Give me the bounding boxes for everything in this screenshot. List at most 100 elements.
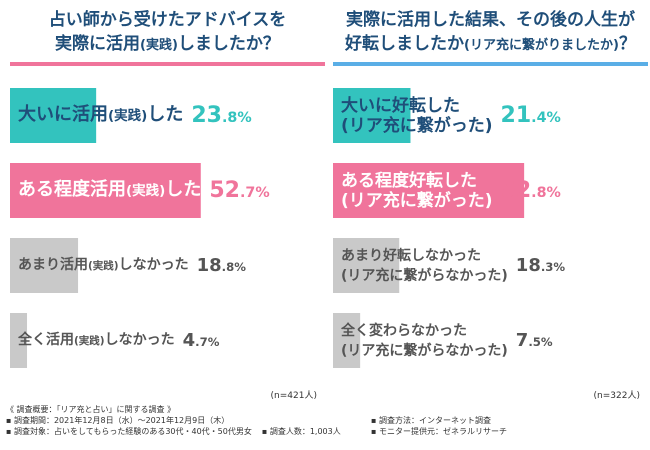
category-label: 大いに好転した (リア充に繋がった) (341, 96, 493, 136)
value-label-dec: .8% (531, 185, 561, 201)
value-label-int: 52 (500, 178, 532, 203)
category-label: あまり活用(実践)しなかった (18, 255, 189, 276)
category-label-line: 全く変わらなかった (341, 322, 467, 339)
title-part: 実際に活用 (55, 34, 141, 54)
category-label-part: (実践) (126, 183, 166, 199)
chart-title-left: 占い師から受けたアドバイスを 実際に活用(実践)しましたか？ (10, 8, 325, 58)
footer-target-wrap: ▪ 調査対象：占いをしてもらった経験のある30代・40代・50代男女 ▪ 調査人数… (6, 426, 371, 437)
sample-size: (n=421人) (270, 391, 317, 401)
title-part: 好転しましたか (345, 34, 465, 54)
value-label-int: 18 (196, 255, 222, 276)
bar-0 (333, 88, 411, 143)
footer-method: ▪ 調査方法：インターネット調査 (371, 416, 491, 425)
bar-0 (10, 88, 97, 143)
value-label: 21.4% (501, 103, 561, 128)
value-label: 7.5% (516, 330, 553, 351)
category-label-line: 大いに好転した (341, 95, 460, 116)
category-label-part: (実践) (88, 260, 119, 272)
title-part: しましたか？ (177, 34, 280, 54)
category-label-line: あまり好転しなかった (341, 247, 481, 264)
bar-2 (10, 238, 79, 293)
value-label-int: 23 (191, 103, 222, 128)
category-label-part: ある程度活用 (18, 179, 126, 200)
sample-size: (n=322人) (593, 391, 640, 401)
value-label: 18.3% (516, 255, 565, 276)
bar-row-label: あまり活用(実践)しなかった 18.8% (18, 238, 246, 293)
bar-chart-right: 大いに好転した (リア充に繋がった) 21.4% ある程度好転した (リア充に繋がった)… (333, 88, 648, 388)
footer-count: ▪ 調査人数：1,003人 (261, 427, 341, 436)
category-label-part: あまり活用 (18, 257, 88, 273)
bars-svg (333, 88, 525, 368)
value-label-dec: .8% (221, 260, 246, 274)
chart-title-right: 実際に活用した結果、その後の人生が 好転しましたか(リア充に繋がりましたか)？ (333, 8, 648, 58)
bar-row-label: 全く変わらなかった (リア充に繋がらなかった) 7.5% (341, 313, 553, 368)
value-label: 18.8% (197, 255, 246, 276)
value-label: 52.7% (209, 178, 269, 203)
bar-3 (333, 313, 361, 368)
bar-row-label: ある程度好転した (リア充に繋がった) 52.8% (341, 163, 561, 218)
category-label-line: (リア充に繋がらなかった) (341, 267, 508, 284)
bar-row-label: 大いに好転した (リア充に繋がった) 21.4% (341, 88, 561, 143)
title-line-2: 好転しましたか(リア充に繋がりましたか)？ (333, 32, 648, 58)
bar-row-label: ある程度活用(実践)した 52.7% (18, 163, 270, 218)
value-label-int: 7 (515, 330, 529, 351)
title-part-small: (リア充に繋がりましたか) (464, 38, 619, 53)
title-part: ？ (618, 34, 636, 54)
bar-row-label: 全く活用(実践)しなかった 4.7% (18, 313, 219, 368)
footer-target: ▪ 調査対象：占いをしてもらった経験のある30代・40代・50代男女 (6, 427, 252, 436)
bar-chart-left: 大いに活用(実践)した 23.8% ある程度活用(実践)した 52.7% あまり活用(実… (10, 88, 325, 388)
category-label-part: した (147, 104, 184, 125)
value-label-int: 52 (209, 178, 240, 203)
category-label: 全く活用(実践)しなかった (18, 330, 175, 351)
bar-2 (333, 238, 400, 293)
value-label-dec: .7% (195, 335, 220, 349)
footer-period: ▪ 調査期間：2021年12月8日（水）～2021年12月9日（木） (6, 416, 230, 425)
category-label-line: (リア充に繋がった) (341, 190, 493, 211)
category-label-part: しなかった (104, 332, 175, 348)
value-label-int: 21 (500, 103, 532, 128)
chart-panel-right: 実際に活用した結果、その後の人生が 好転しましたか(リア充に繋がりましたか)？ … (333, 0, 648, 401)
value-label: 23.8% (191, 103, 251, 128)
value-label-dec: .4% (531, 110, 561, 126)
value-label-int: 18 (515, 255, 541, 276)
category-label-line: (リア充に繋がった) (341, 115, 493, 136)
bar-row-label: あまり好転しなかった (リア充に繋がらなかった) 18.3% (341, 238, 565, 293)
value-label-dec: .5% (528, 335, 553, 349)
title-line-1: 実際に活用した結果、その後の人生が (346, 10, 635, 30)
footer-row: ▪ 調査期間：2021年12月8日（水）～2021年12月9日（木） ▪ 調査方… (6, 415, 646, 426)
category-label-line: (リア充に繋がらなかった) (341, 342, 508, 359)
value-label: 4.7% (183, 330, 220, 351)
title-underline (10, 62, 325, 66)
chart-panel-left: 占い師から受けたアドバイスを 実際に活用(実践)しましたか？ 大いに活用(実践)… (10, 0, 325, 401)
category-label-part: した (165, 179, 202, 200)
category-label: 全く変わらなかった (リア充に繋がらなかった) (341, 321, 508, 361)
category-label-part: しなかった (118, 257, 189, 273)
value-label-int: 4 (182, 330, 196, 351)
bar-row-label: 大いに活用(実践)した 23.8% (18, 88, 252, 143)
category-label: ある程度好転した (リア充に繋がった) (341, 171, 493, 211)
category-label-part: (実践) (74, 335, 105, 347)
title-line-1: 占い師から受けたアドバイスを (48, 10, 287, 30)
title-underline (333, 62, 648, 66)
title-part-small: (実践) (140, 38, 178, 53)
category-label: あまり好転しなかった (リア充に繋がらなかった) (341, 246, 508, 286)
category-label: ある程度活用(実践)した (18, 180, 201, 201)
bar-1 (333, 163, 525, 218)
footer-heading: 《 調査概要：「リア充と占い」に関する調査 》 (6, 405, 176, 414)
value-label-dec: .3% (540, 260, 566, 274)
value-label: 52.8% (501, 178, 561, 203)
title-line-2: 実際に活用(実践)しましたか？ (10, 32, 325, 58)
category-label: 大いに活用(実践)した (18, 105, 183, 126)
value-label-dec: .7% (239, 185, 270, 201)
footer-row: ▪ 調査対象：占いをしてもらった経験のある30代・40代・50代男女 ▪ 調査人数… (6, 426, 646, 437)
category-label-line: ある程度好転した (341, 170, 477, 191)
bar-3 (10, 313, 28, 368)
category-label-part: 全く活用 (18, 332, 74, 348)
category-label-part: (実践) (108, 108, 148, 124)
bar-1 (10, 163, 201, 218)
survey-footer: 《 調査概要：「リア充と占い」に関する調査 》 ▪ 調査期間：2021年12月8… (6, 404, 646, 437)
value-label-dec: .8% (221, 110, 252, 126)
category-label-part: 大いに活用 (18, 104, 108, 125)
bars-svg (10, 88, 201, 368)
footer-provider: ▪ モニター提供元：ゼネラルリサーチ (371, 427, 507, 436)
